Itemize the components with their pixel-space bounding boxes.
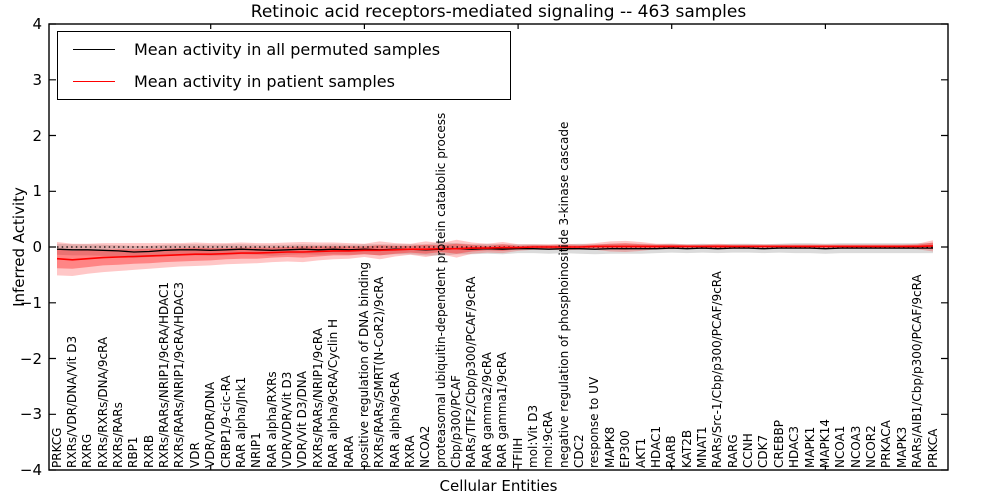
x-tick-label: CCNH xyxy=(741,433,756,468)
x-tick-label: NCOA2 xyxy=(418,425,433,468)
x-tick-label: RARB xyxy=(664,435,679,468)
x-tick-label: proteasomal ubiquitin-dependent protein … xyxy=(433,112,448,468)
x-tick-label: RXRs/RARs/NRIP1/9cRA xyxy=(310,328,325,468)
x-tick-label: RXRs/RARs xyxy=(110,402,125,468)
x-tick-label: response to UV xyxy=(587,376,602,468)
x-tick-label: RAR gamma1/9cRA xyxy=(495,352,510,468)
x-tick-label: RXRs/RARs/SMRT(N-CoR2)/9cRA xyxy=(372,276,387,468)
y-tick-label: 3 xyxy=(32,70,42,89)
x-tick-label: PRKCG xyxy=(49,427,64,468)
legend: Mean activity in all permuted samples Me… xyxy=(57,31,511,100)
legend-label-patient: Mean activity in patient samples xyxy=(134,72,395,91)
x-tick-label: RAR alpha/9cRA/Cyclin H xyxy=(326,318,341,468)
x-tick-label: RXRB xyxy=(141,434,156,468)
x-tick-label: RAR alpha/9cRA xyxy=(387,372,402,468)
y-tick-label: 0 xyxy=(32,238,42,256)
x-tick-label: MAPK3 xyxy=(894,426,909,468)
x-tick-label: MNAT1 xyxy=(694,426,709,468)
x-tick-label: EP300 xyxy=(618,430,633,468)
axis-ticks xyxy=(49,23,948,471)
x-tick-label: RBP1 xyxy=(126,436,141,468)
x-tick-label: RXRs/RARs/NRIP1/9cRA/HDAC3 xyxy=(172,281,187,468)
x-tick-label: VDR/VDR/Vit D3 xyxy=(280,371,295,468)
legend-item-patient: Mean activity in patient samples xyxy=(58,66,510,98)
x-tick-label: CDC2 xyxy=(572,434,587,468)
chart-title: Retinoic acid receptors-mediated signali… xyxy=(250,2,747,22)
x-tick-label: CREBBP xyxy=(771,420,786,468)
x-tick-label: HDAC1 xyxy=(648,425,663,468)
x-tick-label: RAR alpha/Jnk1 xyxy=(233,376,248,468)
x-tick-label: Cbp/p300/PCAF xyxy=(449,375,464,468)
x-tick-label: AKT1 xyxy=(633,437,648,468)
x-tick-label: PRKCA xyxy=(925,428,940,468)
x-tick-label: RARs/TIF2/Cbp/p300/PCAF/9cRA xyxy=(464,276,479,468)
x-tick-label: RARs/AIB1/Cbp/p300/PCAF/9cRA xyxy=(910,274,925,468)
x-tick-label: NCOA1 xyxy=(833,425,848,468)
permuted-line-swatch-icon xyxy=(73,49,115,50)
y-tick-label: −3 xyxy=(19,405,42,424)
x-tick-label: RAR gamma2/9cRA xyxy=(479,352,494,468)
x-tick-label: PRKACA xyxy=(879,420,894,468)
x-tick-label: RARs/Src-1/Cbp/p300/PCAF/9cRA xyxy=(710,271,725,468)
y-tick-label: −1 xyxy=(19,293,42,312)
y-tick-label: 1 xyxy=(32,182,42,201)
x-tick-label: RARA xyxy=(341,435,356,468)
x-tick-label: RXRA xyxy=(402,435,417,468)
legend-item-permuted: Mean activity in all permuted samples xyxy=(58,34,510,66)
y-tick-label: 4 xyxy=(32,15,42,33)
legend-label-permuted: Mean activity in all permuted samples xyxy=(134,40,441,59)
patient-line-swatch-icon xyxy=(73,81,115,82)
x-tick-label: RXRs/RXRs/DNA/9cRA xyxy=(95,336,110,468)
x-tick-label: negative regulation of phosphoinositide … xyxy=(556,121,571,468)
x-tick-label: KAT2B xyxy=(679,429,694,468)
x-tick-label: MAPK8 xyxy=(602,426,617,468)
patient-samples-spread-inner-band xyxy=(57,242,933,269)
x-tick-label: NRIP1 xyxy=(249,432,264,468)
x-tick-label: NCOA3 xyxy=(848,425,863,468)
x-tick-label: CRBP1/9-cic-RA xyxy=(218,375,233,468)
x-tick-label: CDK7 xyxy=(756,434,771,468)
x-tick-label: RARG xyxy=(725,434,740,468)
y-tick-label: 2 xyxy=(32,126,42,145)
x-tick-label: RXRs/RARs/NRIP1/9cRA/HDAC1 xyxy=(157,281,172,468)
permuted-mean-line xyxy=(56,247,933,253)
x-tick-label: RAR alpha/RXRs xyxy=(264,371,279,468)
x-tick-label: MAPK14 xyxy=(817,419,832,468)
x-tick-label: VDR/Vit D3/DNA xyxy=(295,371,310,468)
x-tick-label: VDR xyxy=(187,442,202,468)
x-tick-label: NCOR2 xyxy=(864,425,879,468)
x-tick-label: RXRG xyxy=(80,433,95,468)
x-axis-label: Cellular Entities xyxy=(439,477,558,495)
x-tick-label: mol:9cRA xyxy=(541,411,556,468)
x-tick-label: mol:Vit D3 xyxy=(525,404,540,468)
patient-mean-line xyxy=(56,245,934,261)
x-tick-label: RXRs/VDR/DNA/Vit D3 xyxy=(64,335,79,468)
x-tick-label: HDAC3 xyxy=(787,425,802,468)
x-tick-label: VDR/VDR/DNA xyxy=(203,381,218,468)
x-tick-label: positive regulation of DNA binding xyxy=(356,262,371,468)
x-tick-label: MAPK1 xyxy=(802,426,817,468)
y-tick-label: −2 xyxy=(19,349,42,368)
y-tick-label: −4 xyxy=(19,461,42,479)
x-tick-label: TFIIH xyxy=(510,437,525,468)
